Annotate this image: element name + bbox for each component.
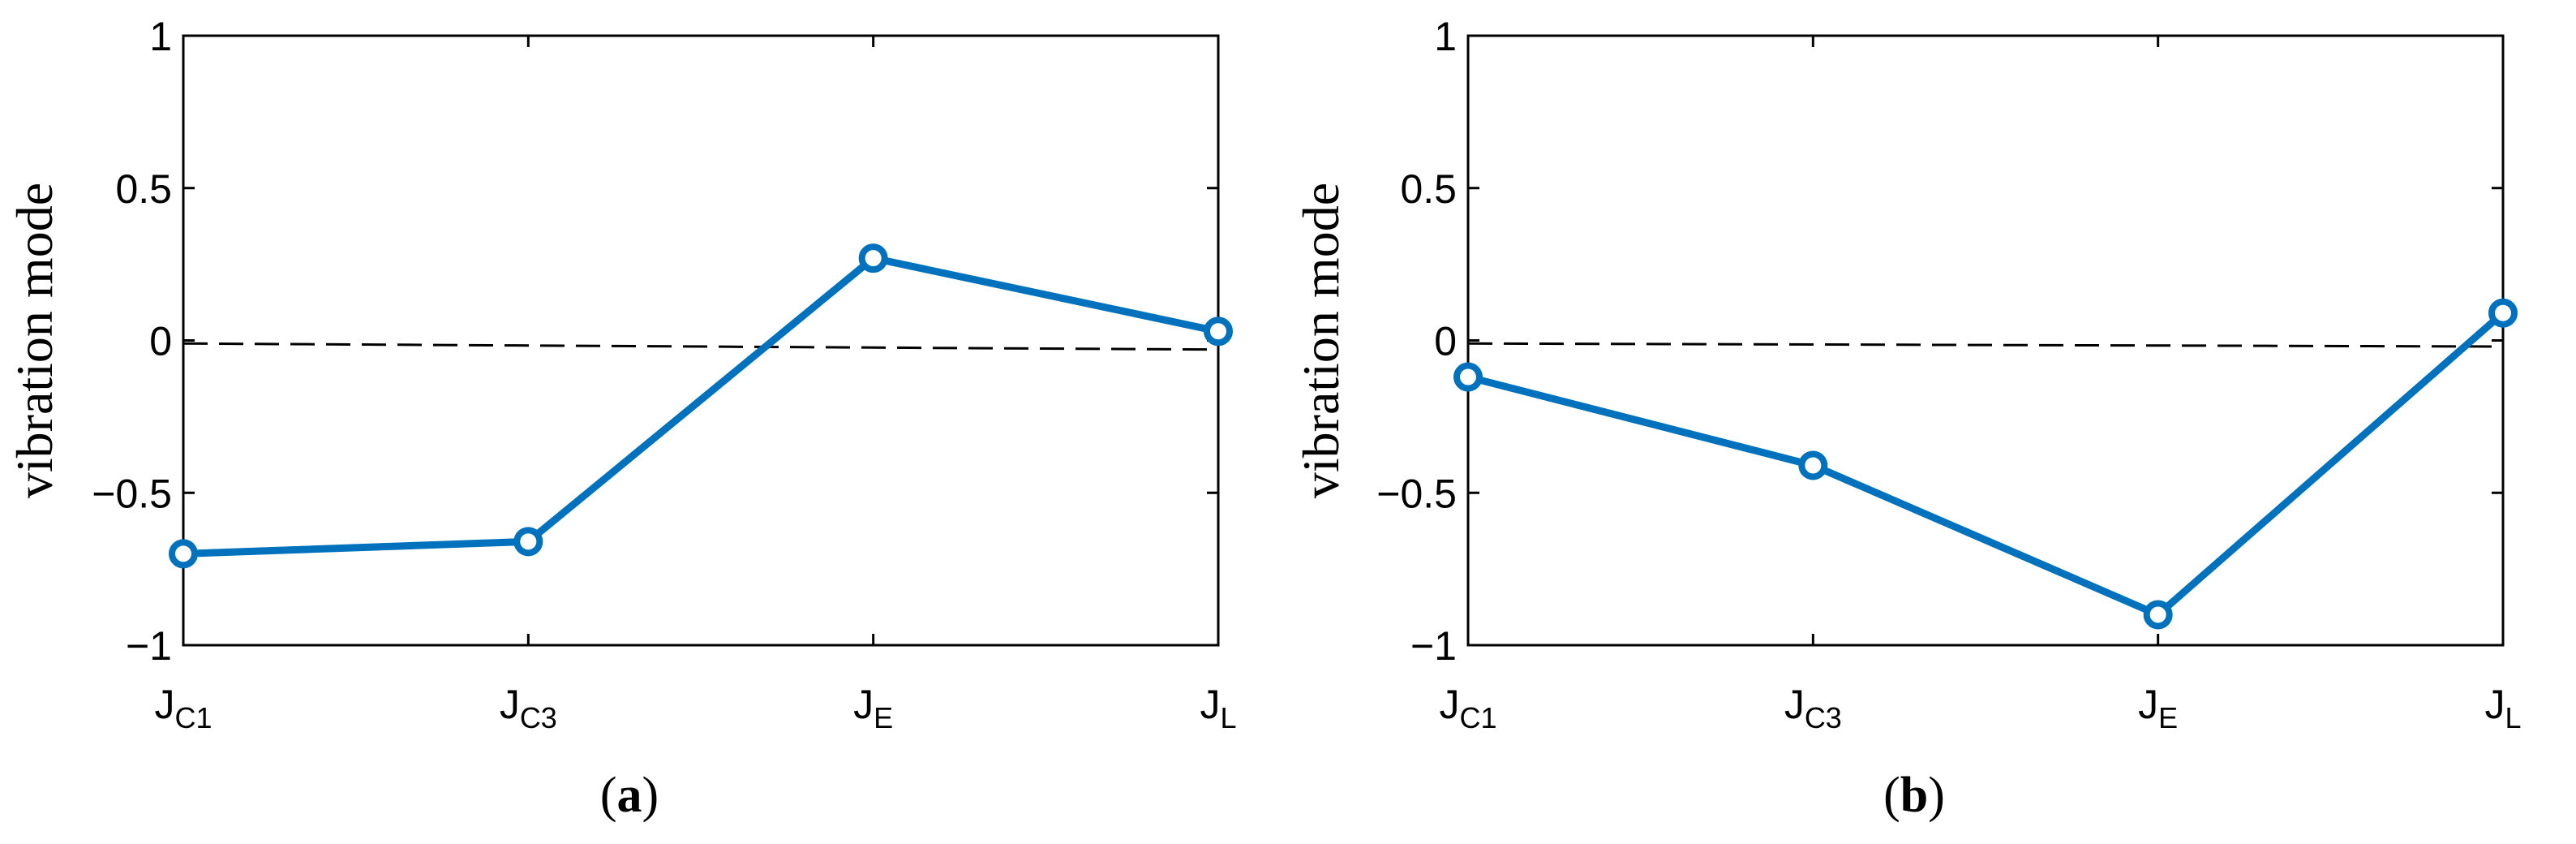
data-point [1453,362,1483,392]
data-point [1204,316,1233,347]
y-tick-label: −0.5 [1376,471,1457,516]
zero-reference-line [182,342,1219,351]
axes-box [1466,34,2505,647]
x-tick-label: JL [2484,682,2521,734]
series-line [182,254,1219,558]
y-tick-label: 0 [1434,319,1457,364]
data-point [1798,450,1828,480]
zero-reference-line [1467,342,2504,348]
x-tick-label: JC3 [500,682,557,734]
x-tick-label: JE [853,682,893,734]
y-tick-label: 0.5 [1400,166,1457,212]
y-tick-label: 0.5 [115,166,172,212]
panel-caption: (a) [600,768,659,823]
axes-box [182,34,1220,647]
y-tick-label: −1 [1410,623,1457,669]
y-tick-label: −0.5 [92,471,172,516]
y-tick-label: 1 [149,14,172,59]
panel-a: 1 0.5 0 −0.5 −1 JC1 JC3 JE JL vibration mode (a) [6,14,1237,823]
data-point [2143,600,2173,630]
data-point [858,243,888,273]
x-tick-label: JC1 [154,682,212,734]
y-tick-label: −1 [126,623,172,669]
y-tick-label: 0 [149,319,172,364]
y-axis-label: vibration mode [6,183,63,498]
data-point [513,527,543,557]
data-point [2488,298,2518,328]
series-line [1466,310,2505,618]
panel-b: 1 0.5 0 −0.5 −1 JC1 JC3 JE JL vibration mode (b) [1292,14,2522,823]
y-axis-label: vibration mode [1292,183,1350,498]
panel-caption: (b) [1883,768,1945,823]
data-point [169,539,198,569]
x-tick-label: JE [2138,682,2178,734]
x-tick-label: JC3 [1784,682,1842,734]
x-tick-label: JC1 [1439,682,1496,734]
x-tick-label: JL [1200,682,1236,734]
y-tick-label: 1 [1434,14,1457,59]
